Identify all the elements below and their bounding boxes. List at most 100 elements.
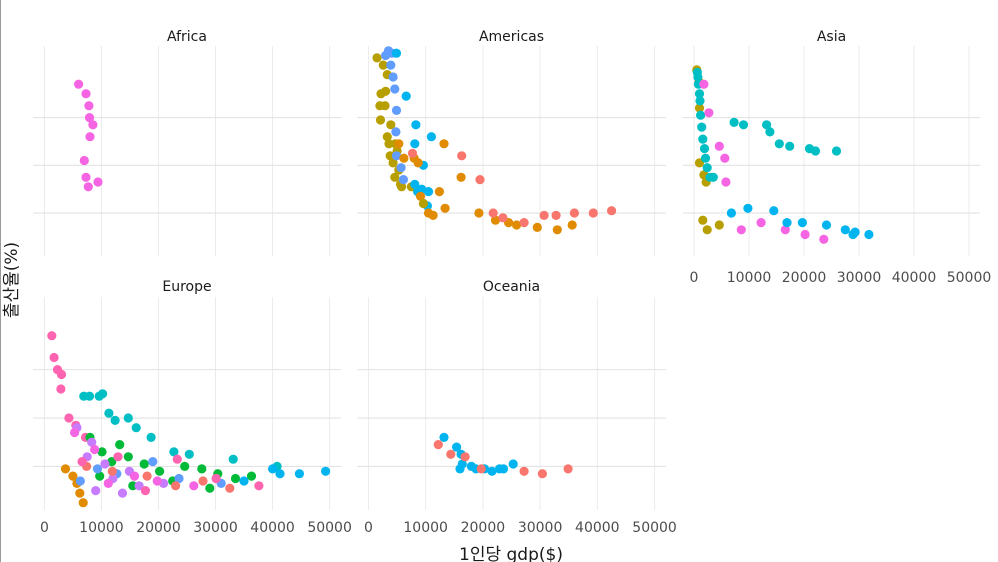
- data-point: [864, 229, 874, 240]
- data-point: [155, 466, 165, 476]
- data-point: [117, 488, 128, 498]
- data-point: [411, 120, 421, 130]
- data-point: [56, 369, 67, 380]
- data-point: [391, 105, 402, 115]
- data-point: [388, 72, 398, 82]
- data-point: [107, 466, 117, 476]
- data-point: [268, 464, 278, 474]
- data-point: [81, 172, 91, 182]
- data-point: [498, 464, 509, 474]
- data-point: [708, 172, 718, 182]
- data-point: [382, 132, 392, 142]
- x-tick-label: 50000: [947, 270, 992, 286]
- x-tick-label: 40000: [892, 270, 937, 286]
- data-point: [401, 91, 411, 101]
- data-point: [239, 476, 249, 486]
- data-point: [139, 459, 149, 469]
- data-point: [386, 60, 396, 70]
- data-point: [456, 172, 466, 182]
- data-point: [714, 141, 724, 151]
- data-point: [700, 153, 711, 163]
- data-point: [56, 384, 66, 394]
- data-point: [588, 208, 598, 218]
- data-point: [714, 220, 724, 230]
- data-point: [230, 473, 241, 484]
- data-point: [84, 113, 95, 123]
- data-point: [205, 483, 215, 493]
- data-point: [375, 101, 385, 111]
- data-point: [386, 120, 396, 130]
- data-point: [171, 481, 181, 491]
- data-point: [110, 415, 120, 425]
- data-point: [782, 218, 792, 228]
- data-point: [487, 466, 497, 476]
- data-point: [607, 206, 617, 216]
- data-point: [180, 461, 190, 471]
- data-point: [697, 122, 707, 132]
- data-point: [702, 225, 712, 235]
- data-point: [184, 449, 194, 459]
- data-point: [225, 483, 235, 493]
- data-point: [743, 203, 753, 213]
- x-tick-label: 30000: [518, 520, 563, 536]
- data-point: [103, 478, 113, 488]
- data-point: [246, 471, 257, 481]
- data-point: [539, 210, 549, 220]
- x-tick-label: 50000: [307, 520, 352, 536]
- data-point: [762, 120, 772, 130]
- data-point: [418, 198, 428, 209]
- data-point: [498, 213, 508, 223]
- data-point: [797, 218, 808, 228]
- data-point: [410, 139, 420, 149]
- data-point: [79, 155, 89, 166]
- panel-europe: Europe 0 10000 20000 30000 40000 50000: [33, 279, 352, 536]
- x-tick-label: 30000: [193, 520, 238, 536]
- data-point: [174, 473, 184, 484]
- panel-oceania: Oceania 0 10000 20000 30000 40000 50000: [357, 279, 677, 536]
- data-point: [70, 427, 80, 438]
- data-point: [98, 389, 108, 399]
- data-point: [460, 452, 470, 462]
- data-point: [774, 139, 784, 149]
- data-point: [698, 215, 708, 225]
- data-point: [821, 220, 832, 230]
- data-point: [693, 72, 703, 82]
- data-point: [75, 476, 85, 486]
- data-point: [83, 182, 93, 192]
- data-point: [694, 103, 705, 113]
- data-point: [115, 440, 125, 450]
- data-point: [376, 89, 386, 99]
- x-tick-label: 10000: [403, 520, 448, 536]
- data-point: [97, 447, 107, 457]
- data-point: [375, 115, 386, 125]
- x-tick-label: 0: [364, 520, 373, 536]
- data-point: [104, 408, 114, 418]
- panel-title-oceania: Oceania: [483, 279, 540, 295]
- x-tick-label: 30000: [837, 270, 882, 286]
- data-point: [780, 225, 790, 235]
- data-point: [800, 229, 810, 240]
- data-point: [508, 459, 518, 469]
- data-point: [426, 132, 436, 142]
- data-point: [840, 225, 850, 235]
- data-point: [729, 117, 739, 127]
- data-point: [228, 454, 238, 464]
- x-tick-label: 20000: [782, 270, 827, 286]
- data-point: [446, 449, 456, 459]
- data-point: [440, 203, 450, 213]
- data-point: [488, 208, 498, 218]
- data-point: [129, 471, 140, 481]
- data-point: [88, 120, 98, 130]
- data-point: [532, 222, 542, 232]
- data-point: [378, 60, 388, 70]
- data-point: [394, 139, 404, 149]
- data-point: [434, 187, 444, 197]
- data-point: [819, 234, 829, 244]
- data-point: [765, 127, 775, 137]
- data-point: [123, 452, 133, 462]
- data-point: [476, 464, 486, 474]
- data-point: [569, 208, 580, 218]
- data-point: [85, 132, 95, 142]
- data-point: [90, 444, 100, 455]
- data-point: [390, 172, 400, 182]
